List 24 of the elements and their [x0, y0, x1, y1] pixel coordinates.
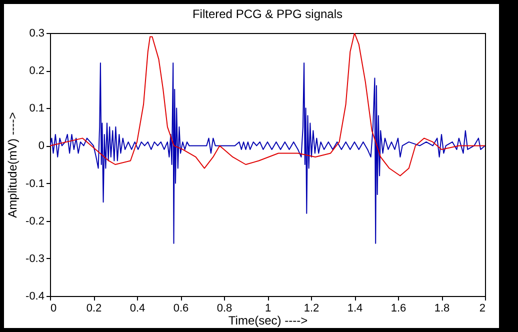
x-tick-label: 0 [50, 302, 57, 314]
x-tick-label: 0.2 [86, 302, 102, 314]
y-tick-label: -0.3 [26, 252, 44, 265]
x-axis-title: Time(sec) ----> [228, 314, 308, 328]
x-tick-label: 0.6 [173, 302, 189, 314]
y-tick-label: -0.2 [26, 215, 44, 228]
chart-title: Filtered PCG & PPG signals [192, 7, 343, 21]
y-axis-title: Amplitude(mV) ----> [6, 112, 20, 218]
y-tick-label: 0.2 [29, 65, 44, 78]
y-tick-label: 0.1 [29, 102, 44, 115]
x-tick-label: 1.8 [434, 302, 450, 314]
x-tick-label: 0.4 [130, 302, 146, 314]
x-tick-label: 1.4 [347, 302, 363, 314]
y-tick-label: -0.4 [26, 290, 44, 302]
x-tick-label: 1.2 [304, 302, 320, 314]
x-tick-label: 1.6 [390, 302, 406, 314]
line-series [50, 62, 485, 244]
y-tick-label: 0.3 [29, 28, 44, 40]
x-tick-label: 0.8 [216, 302, 232, 314]
y-tick-label: 0 [38, 140, 44, 152]
x-tick-label: 1 [264, 302, 272, 314]
line-series [50, 33, 485, 176]
y-tick-label: -0.1 [26, 178, 44, 190]
x-tick-label: 2 [479, 302, 486, 314]
